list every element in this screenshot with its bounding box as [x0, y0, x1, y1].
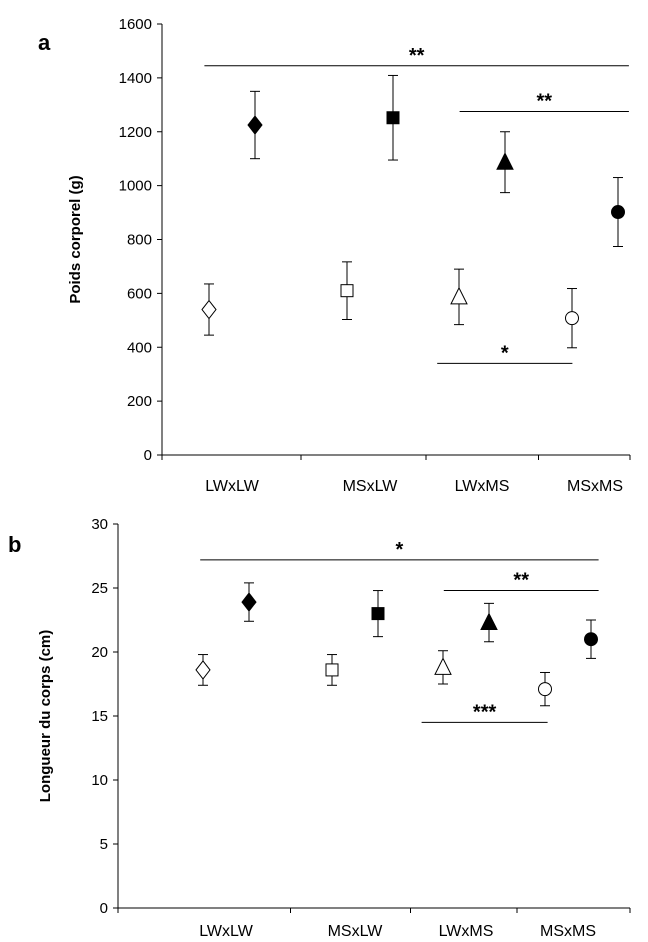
- y-tick-label: 600: [127, 285, 152, 302]
- filled-circle-point: [584, 632, 598, 647]
- filled-square-point: [371, 607, 385, 621]
- significance-label: **: [409, 45, 425, 67]
- panel-a: a 0 200 400 600 800 1000 1200 1400 1600 LWxLW MSxLW…: [38, 16, 631, 495]
- open-circle-point: [538, 682, 552, 697]
- y-tick-label: 800: [127, 232, 152, 249]
- y-tick-label: 0: [144, 447, 152, 464]
- significance-label: **: [536, 91, 552, 113]
- y-axis-label: Poids corporel (g): [67, 175, 84, 303]
- significance-label: *: [396, 539, 404, 561]
- x-tick-label: LWxLW: [205, 478, 260, 495]
- open-diamond-point: [201, 299, 217, 320]
- x-tick-label: MSxLW: [328, 923, 384, 940]
- significance-label: ***: [473, 701, 497, 723]
- filled-triangle-point: [480, 612, 498, 631]
- y-tick-label: 0: [100, 900, 108, 917]
- x-tick-label: MSxLW: [343, 478, 399, 495]
- y-tick-label: 1200: [119, 124, 152, 141]
- x-tick-label: LWxMS: [439, 923, 494, 940]
- filled-circle-point: [611, 205, 625, 220]
- open-triangle-point: [434, 657, 452, 675]
- y-tick-label: 15: [91, 708, 108, 725]
- filled-diamond-point: [247, 115, 263, 135]
- open-square-point: [340, 284, 354, 298]
- open-triangle-point: [450, 286, 468, 305]
- open-square-point: [325, 663, 339, 677]
- y-tick-label: 20: [91, 644, 108, 661]
- y-tick-label: 400: [127, 339, 152, 356]
- y-tick-label: 200: [127, 393, 152, 410]
- y-tick-label: 1600: [119, 16, 152, 33]
- filled-diamond-point: [241, 592, 257, 612]
- y-tick-label: 5: [100, 836, 108, 853]
- panel-label: a: [38, 30, 51, 55]
- panel-label: b: [8, 532, 21, 557]
- significance-label: **: [513, 570, 529, 592]
- y-tick-label: 10: [91, 772, 108, 789]
- significance-label: *: [501, 342, 509, 364]
- filled-square-point: [386, 111, 400, 125]
- y-axis-label: Longueur du corps (cm): [37, 630, 54, 803]
- panel-b: b 0 5 10 15 20 25 30 LWxLW MSxLW LWxMS MSxMS Longueu…: [8, 516, 631, 940]
- y-tick-label: 30: [91, 516, 108, 533]
- open-diamond-point: [195, 660, 211, 680]
- open-circle-point: [565, 311, 579, 326]
- x-tick-label: LWxLW: [199, 923, 254, 940]
- x-tick-label: LWxMS: [455, 478, 510, 495]
- y-tick-label: 1000: [119, 178, 152, 195]
- filled-triangle-point: [496, 152, 514, 170]
- x-tick-label: MSxMS: [567, 478, 623, 495]
- y-tick-label: 25: [91, 580, 108, 597]
- y-tick-label: 1400: [119, 70, 152, 87]
- x-tick-label: MSxMS: [540, 923, 596, 940]
